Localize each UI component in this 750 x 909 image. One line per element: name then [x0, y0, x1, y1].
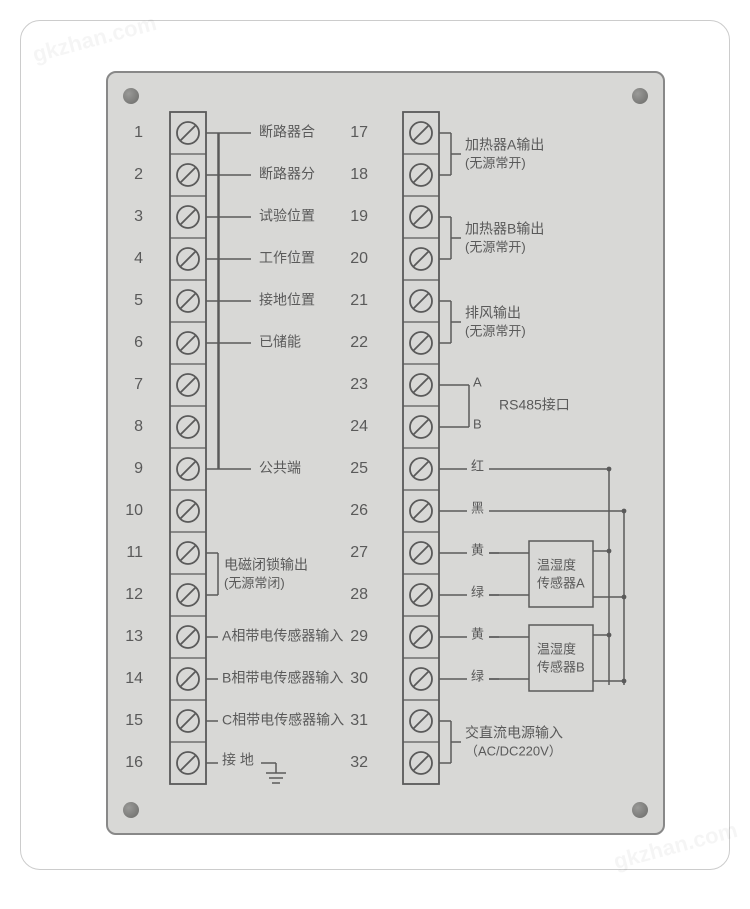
svg-text:断路器合: 断路器合 [259, 124, 315, 140]
svg-text:32: 32 [350, 754, 368, 771]
svg-text:断路器分: 断路器分 [259, 166, 315, 182]
svg-text:温湿度: 温湿度 [537, 641, 576, 656]
watermark: gkzhan.com [30, 10, 160, 68]
svg-text:11: 11 [126, 544, 143, 561]
svg-text:22: 22 [350, 334, 368, 351]
svg-text:绿: 绿 [471, 584, 484, 599]
svg-text:加热器B输出: 加热器B输出 [465, 221, 544, 237]
svg-text:A相带电传感器输入: A相带电传感器输入 [222, 628, 343, 644]
wiring-svg: 12345678910111213141516断路器合断路器分试验位置工作位置接… [108, 73, 663, 833]
svg-text:传感器A: 传感器A [537, 575, 585, 590]
svg-text:交直流电源输入: 交直流电源输入 [465, 725, 563, 741]
svg-text:7: 7 [134, 376, 143, 393]
svg-text:18: 18 [350, 166, 368, 183]
svg-text:接 地: 接 地 [222, 752, 254, 768]
svg-text:试验位置: 试验位置 [259, 208, 315, 224]
svg-text:9: 9 [134, 460, 143, 477]
svg-text:30: 30 [350, 670, 368, 687]
svg-text:26: 26 [350, 502, 368, 519]
svg-text:25: 25 [350, 460, 368, 477]
svg-text:加热器A输出: 加热器A输出 [465, 137, 544, 153]
svg-text:29: 29 [350, 628, 368, 645]
svg-text:黄: 黄 [471, 542, 484, 557]
svg-text:公共端: 公共端 [259, 460, 301, 476]
svg-text:21: 21 [350, 292, 368, 309]
svg-text:3: 3 [134, 208, 143, 225]
svg-text:工作位置: 工作位置 [259, 250, 315, 266]
svg-text:黑: 黑 [471, 500, 484, 515]
svg-text:传感器B: 传感器B [537, 659, 585, 674]
card: 12345678910111213141516断路器合断路器分试验位置工作位置接… [20, 20, 730, 870]
svg-text:12: 12 [125, 586, 143, 603]
svg-text:27: 27 [350, 544, 368, 561]
svg-text:接地位置: 接地位置 [259, 292, 315, 308]
svg-text:(无源常开): (无源常开) [465, 323, 526, 338]
svg-text:5: 5 [134, 292, 143, 309]
svg-text:（AC/DC220V）: （AC/DC220V） [465, 743, 562, 758]
svg-text:排风输出: 排风输出 [465, 305, 521, 321]
svg-text:C相带电传感器输入: C相带电传感器输入 [222, 712, 344, 728]
svg-text:8: 8 [134, 418, 143, 435]
terminal-panel: 12345678910111213141516断路器合断路器分试验位置工作位置接… [106, 71, 665, 835]
svg-text:(无源常闭): (无源常闭) [224, 575, 285, 590]
svg-text:绿: 绿 [471, 668, 484, 683]
svg-text:17: 17 [350, 124, 368, 141]
svg-text:10: 10 [125, 502, 143, 519]
svg-text:13: 13 [125, 628, 143, 645]
svg-text:28: 28 [350, 586, 368, 603]
svg-text:电磁闭锁输出: 电磁闭锁输出 [224, 557, 308, 573]
svg-text:6: 6 [134, 334, 143, 351]
svg-text:4: 4 [134, 250, 143, 267]
svg-text:(无源常开): (无源常开) [465, 239, 526, 254]
svg-text:B相带电传感器输入: B相带电传感器输入 [222, 670, 343, 686]
svg-text:1: 1 [134, 124, 143, 141]
svg-text:(无源常开): (无源常开) [465, 155, 526, 170]
svg-text:温湿度: 温湿度 [537, 557, 576, 572]
svg-text:黄: 黄 [471, 626, 484, 641]
svg-text:15: 15 [125, 712, 143, 729]
svg-text:14: 14 [125, 670, 143, 687]
svg-text:16: 16 [125, 754, 143, 771]
svg-text:B: B [473, 416, 482, 431]
svg-text:19: 19 [350, 208, 368, 225]
svg-text:31: 31 [350, 712, 368, 729]
svg-text:A: A [473, 374, 482, 389]
svg-text:23: 23 [350, 376, 368, 393]
svg-text:已储能: 已储能 [259, 334, 301, 350]
svg-text:24: 24 [350, 418, 368, 435]
svg-text:红: 红 [471, 458, 484, 473]
svg-text:20: 20 [350, 250, 368, 267]
svg-text:2: 2 [134, 166, 143, 183]
svg-text:RS485接口: RS485接口 [499, 397, 570, 413]
